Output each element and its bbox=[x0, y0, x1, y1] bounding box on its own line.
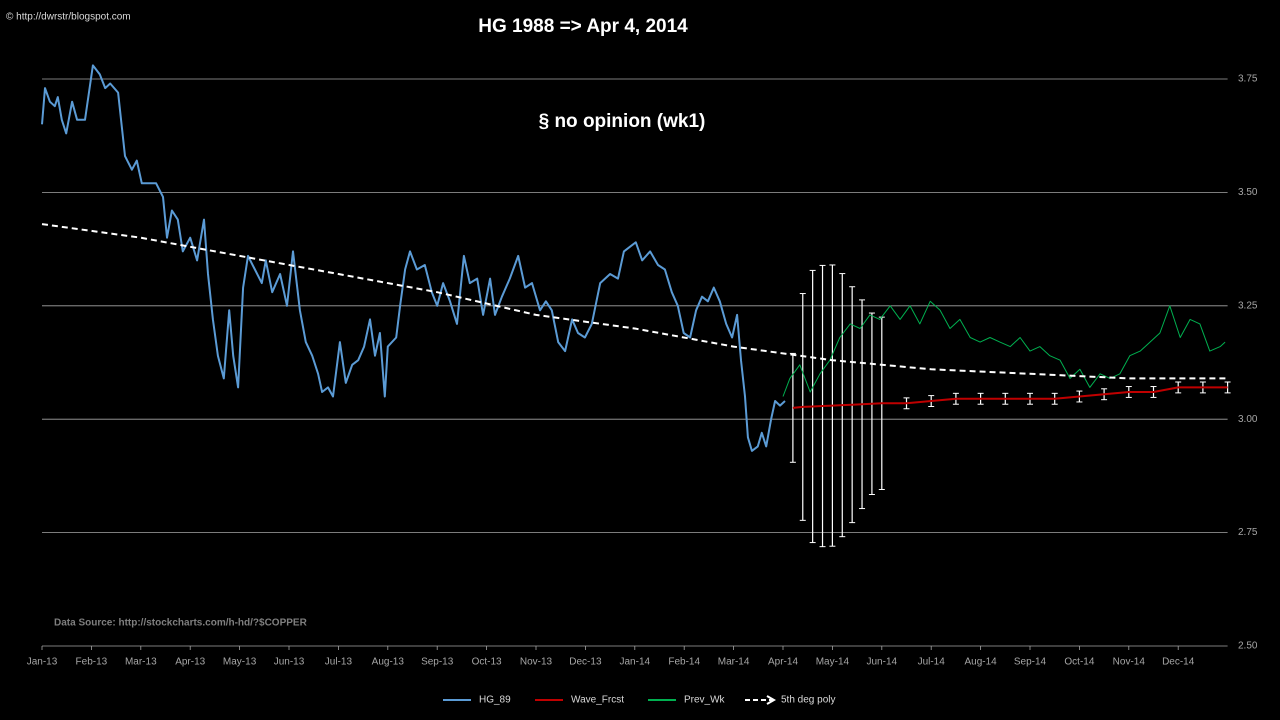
x-tick-label: Sep-14 bbox=[1014, 657, 1047, 668]
series-line bbox=[41, 223, 1228, 380]
x-tick-label: Jul-13 bbox=[325, 657, 353, 668]
x-tick-label: Apr-13 bbox=[175, 657, 205, 668]
x-tick-label: Jun-14 bbox=[867, 657, 898, 668]
x-tick-label: Jun-13 bbox=[274, 657, 305, 668]
x-tick-label: May-14 bbox=[816, 657, 850, 668]
x-tick-label: Oct-13 bbox=[472, 657, 502, 668]
x-tick-label: Nov-13 bbox=[520, 657, 553, 668]
y-tick-label: 3.75 bbox=[1238, 74, 1258, 85]
x-tick-label: Jan-13 bbox=[27, 657, 58, 668]
copyright: © http://dwrstr/blogspot.com bbox=[6, 12, 131, 23]
x-tick-label: Aug-13 bbox=[372, 657, 405, 668]
x-tick-label: Feb-13 bbox=[76, 657, 108, 668]
legend-label: 5th deg poly bbox=[781, 695, 836, 706]
chart-title: HG 1988 => Apr 4, 2014 bbox=[478, 16, 688, 37]
x-tick-label: Jan-14 bbox=[620, 657, 651, 668]
series-line bbox=[792, 386, 1228, 409]
y-tick-label: 3.25 bbox=[1238, 300, 1258, 311]
x-tick-label: Feb-14 bbox=[668, 657, 700, 668]
x-tick-label: May-13 bbox=[223, 657, 257, 668]
source: Data Source: http://stockcharts.com/h-hd… bbox=[54, 618, 308, 629]
x-tick-label: Dec-13 bbox=[569, 657, 602, 668]
legend-label: HG_89 bbox=[479, 695, 511, 706]
y-tick-label: 2.50 bbox=[1238, 641, 1258, 652]
x-tick-label: Sep-13 bbox=[421, 657, 454, 668]
y-tick-label: 3.00 bbox=[1238, 414, 1258, 425]
x-tick-label: Mar-14 bbox=[718, 657, 750, 668]
series-line bbox=[782, 300, 1226, 397]
x-tick-label: Jul-14 bbox=[918, 657, 946, 668]
x-tick-label: Dec-14 bbox=[1162, 657, 1195, 668]
x-tick-label: Nov-14 bbox=[1113, 657, 1146, 668]
legend-arrow bbox=[766, 695, 777, 705]
y-tick-label: 3.50 bbox=[1238, 187, 1258, 198]
y-tick-label: 2.75 bbox=[1238, 527, 1258, 538]
x-tick-label: Apr-14 bbox=[768, 657, 798, 668]
legend-label: Wave_Frcst bbox=[571, 695, 624, 706]
series-line bbox=[41, 64, 786, 452]
x-tick-label: Aug-14 bbox=[964, 657, 997, 668]
x-tick-label: Oct-14 bbox=[1064, 657, 1094, 668]
annotation: § no opinion (wk1) bbox=[539, 111, 706, 132]
x-tick-label: Mar-13 bbox=[125, 657, 157, 668]
legend-label: Prev_Wk bbox=[684, 695, 726, 706]
